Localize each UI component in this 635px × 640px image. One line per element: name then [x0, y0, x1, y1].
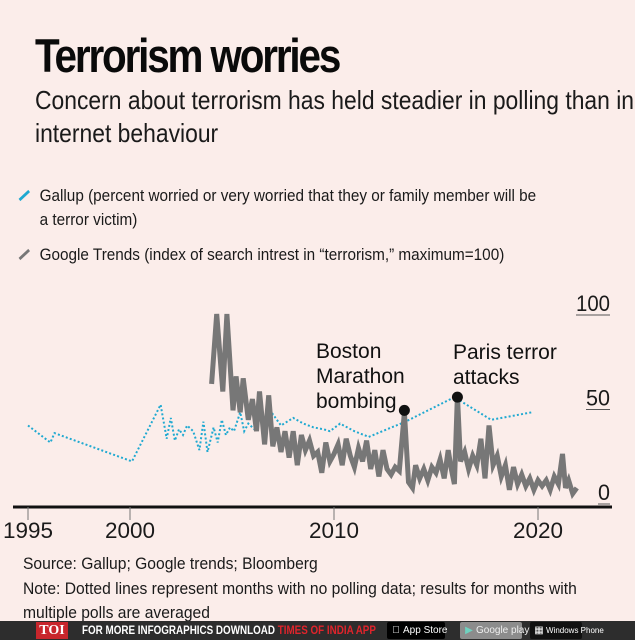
- play-icon: ▶: [465, 625, 473, 636]
- annotation-label-boston: Boston: [316, 340, 381, 363]
- chart-subtitle: Concern about terrorism has held steadie…: [35, 85, 635, 148]
- toi-logo: TOI: [36, 622, 68, 639]
- y-tick-label-100: 100: [576, 291, 610, 316]
- x-tick-label-1995: 1995: [3, 518, 53, 543]
- app-store-label: App Store: [403, 625, 448, 636]
- legend-label-gallup: Gallup (percent worried or very worried …: [39, 186, 537, 229]
- windows-icon: ▦: [534, 625, 544, 636]
- x-tick-label-2020: 2020: [513, 518, 563, 543]
- promo-banner[interactable]: TOI FOR MORE INFOGRAPHICS DOWNLOAD TIMES…: [0, 621, 635, 640]
- x-axis: 1995 2000 2010 2020: [3, 505, 612, 543]
- annotation-label-boston: Marathon: [316, 365, 405, 388]
- chart-title: Terrorism worries: [35, 29, 341, 82]
- line-chart: 1995 2000 2010 2020 0 50 100 BostonMarathonbo…: [3, 291, 612, 543]
- footnote: Note: Dotted lines represent months with…: [23, 579, 577, 622]
- x-tick-label-2010: 2010: [309, 518, 359, 543]
- annotation-label-paris: attacks: [453, 366, 520, 389]
- annotation-label-boston: bombing: [316, 390, 397, 413]
- y-tick-label-0: 0: [598, 480, 610, 505]
- promo-app-name: TIMES OF INDIA APP: [277, 623, 376, 637]
- annotation-marker: [398, 404, 410, 416]
- google-play-badge[interactable]: ▶ Google play: [460, 622, 529, 639]
- apple-icon: : [391, 622, 401, 639]
- source-note: Source: Gallup; Google trends; Bloomberg: [23, 554, 318, 573]
- series-group: [27, 313, 579, 500]
- annotation-marker: [451, 391, 463, 403]
- gallup-line: [27, 396, 533, 463]
- annotation-label-paris: Paris terror: [453, 341, 557, 364]
- windows-phone-label: Windows Phone: [546, 626, 604, 635]
- y-axis: 0 50 100: [576, 291, 610, 505]
- x-tick-label-2000: 2000: [105, 518, 155, 543]
- y-tick-label-50: 50: [586, 386, 610, 411]
- windows-phone-badge[interactable]: ▦ Windows Phone: [530, 622, 604, 639]
- legend-label-google-trends: Google Trends (index of search intrest i…: [39, 245, 505, 264]
- google-play-label: Google play: [476, 625, 530, 636]
- google-trends-line: [209, 313, 579, 500]
- promo-label: FOR MORE INFOGRAPHICS DOWNLOAD: [82, 623, 278, 637]
- promo-text: FOR MORE INFOGRAPHICS DOWNLOAD TIMES OF …: [82, 623, 376, 638]
- app-store-badge[interactable]: App Store: [387, 622, 448, 639]
